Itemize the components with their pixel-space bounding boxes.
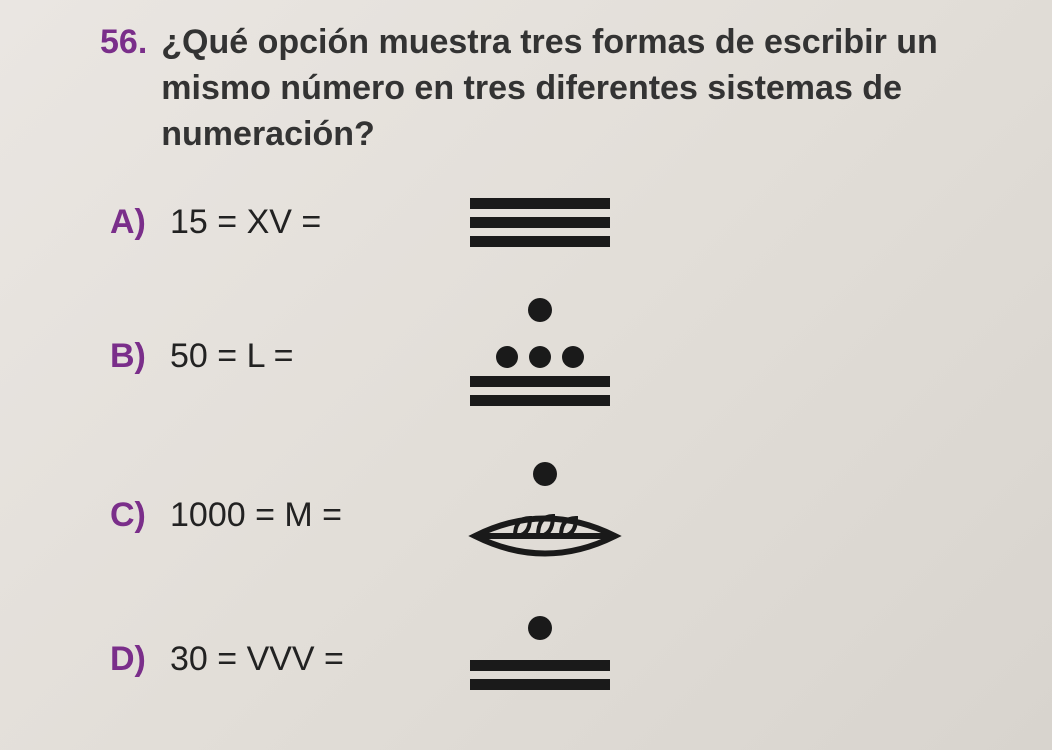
option-a-letter: A) (110, 203, 170, 242)
option-d-glyph (460, 610, 620, 710)
option-d-letter: D) (110, 640, 170, 679)
option-c-expression: 1000 = M = (170, 496, 430, 535)
option-a: A) 15 = XV = (110, 188, 1012, 258)
question-number: 56. (100, 20, 147, 66)
maya-glyph-b-icon (460, 292, 620, 422)
option-c: C) 1000 = M = (110, 456, 1012, 576)
option-b-expression: 50 = L = (170, 337, 430, 376)
option-b: B) 50 = L = (110, 292, 1012, 422)
option-d-expression: 30 = VVV = (170, 640, 430, 679)
maya-glyph-a-icon (460, 188, 620, 258)
question-text: ¿Qué opción muestra tres formas de escri… (161, 20, 1012, 158)
exercise-page: 56. ¿Qué opción muestra tres formas de e… (0, 0, 1052, 750)
option-a-glyph (460, 188, 620, 258)
maya-glyph-d-icon (460, 610, 620, 710)
option-b-letter: B) (110, 337, 170, 376)
option-c-letter: C) (110, 496, 170, 535)
maya-glyph-c-icon (460, 456, 630, 576)
option-b-glyph (460, 292, 620, 422)
option-a-expression: 15 = XV = (170, 203, 430, 242)
option-d: D) 30 = VVV = (110, 610, 1012, 710)
options-list: A) 15 = XV = B) 50 = L = (100, 188, 1012, 710)
option-c-glyph (460, 456, 630, 576)
question-block: 56. ¿Qué opción muestra tres formas de e… (100, 20, 1012, 158)
